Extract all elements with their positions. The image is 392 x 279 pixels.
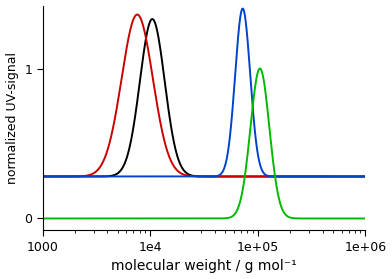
Y-axis label: normalized UV-signal: normalized UV-signal <box>5 52 18 184</box>
X-axis label: molecular weight / g mol⁻¹: molecular weight / g mol⁻¹ <box>111 259 297 273</box>
